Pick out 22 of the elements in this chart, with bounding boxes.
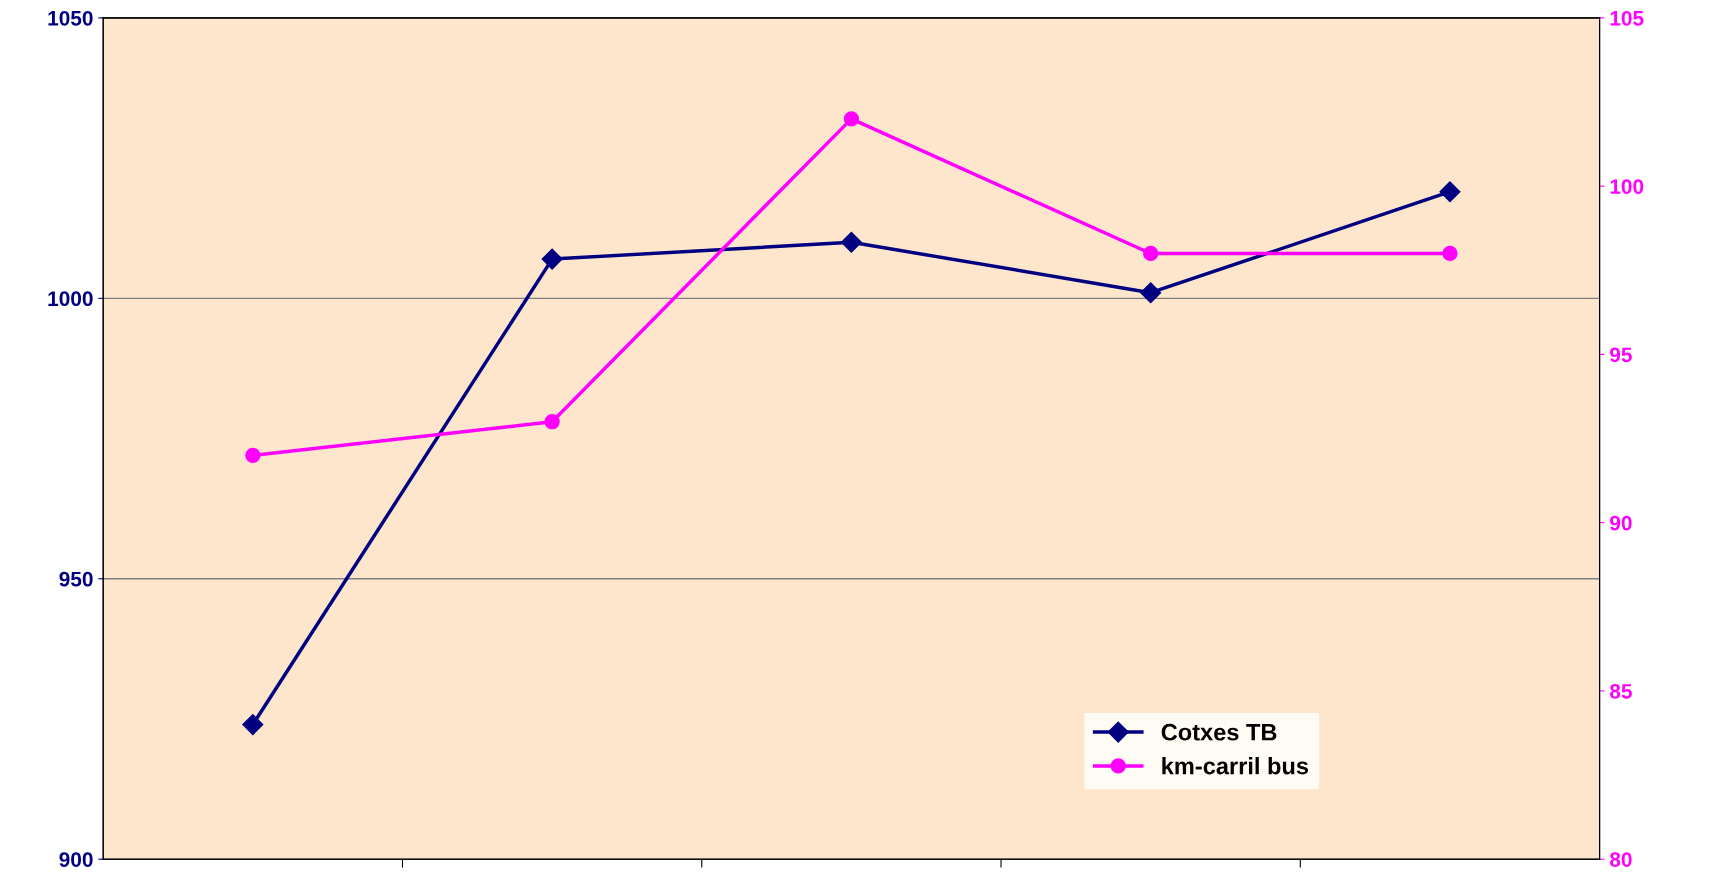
y2-tick-label: 80	[1609, 852, 1632, 867]
y2-tick-label: 85	[1609, 683, 1632, 699]
y-tick-label: 900	[59, 852, 93, 867]
y-tick-label: 1050	[48, 10, 93, 26]
point	[242, 714, 264, 736]
point	[843, 111, 860, 127]
y2-tick-label: 100	[1610, 179, 1644, 194]
point	[840, 231, 862, 253]
y2-tick-label: 105	[1610, 10, 1644, 26]
point	[1140, 282, 1162, 304]
point	[245, 447, 261, 464]
point	[1442, 245, 1458, 262]
point	[541, 248, 563, 270]
y2-tick-label: 90	[1610, 515, 1632, 531]
y-tick-label: 1000	[48, 291, 93, 307]
y2-tick-label: 95	[1610, 347, 1632, 363]
point	[544, 414, 560, 430]
legend-label: Cotxes TB	[1161, 723, 1277, 741]
point	[1439, 181, 1461, 203]
point	[1143, 245, 1159, 262]
legend-label: km-carril bus	[1162, 757, 1309, 775]
y-tick-label: 950	[59, 571, 93, 587]
